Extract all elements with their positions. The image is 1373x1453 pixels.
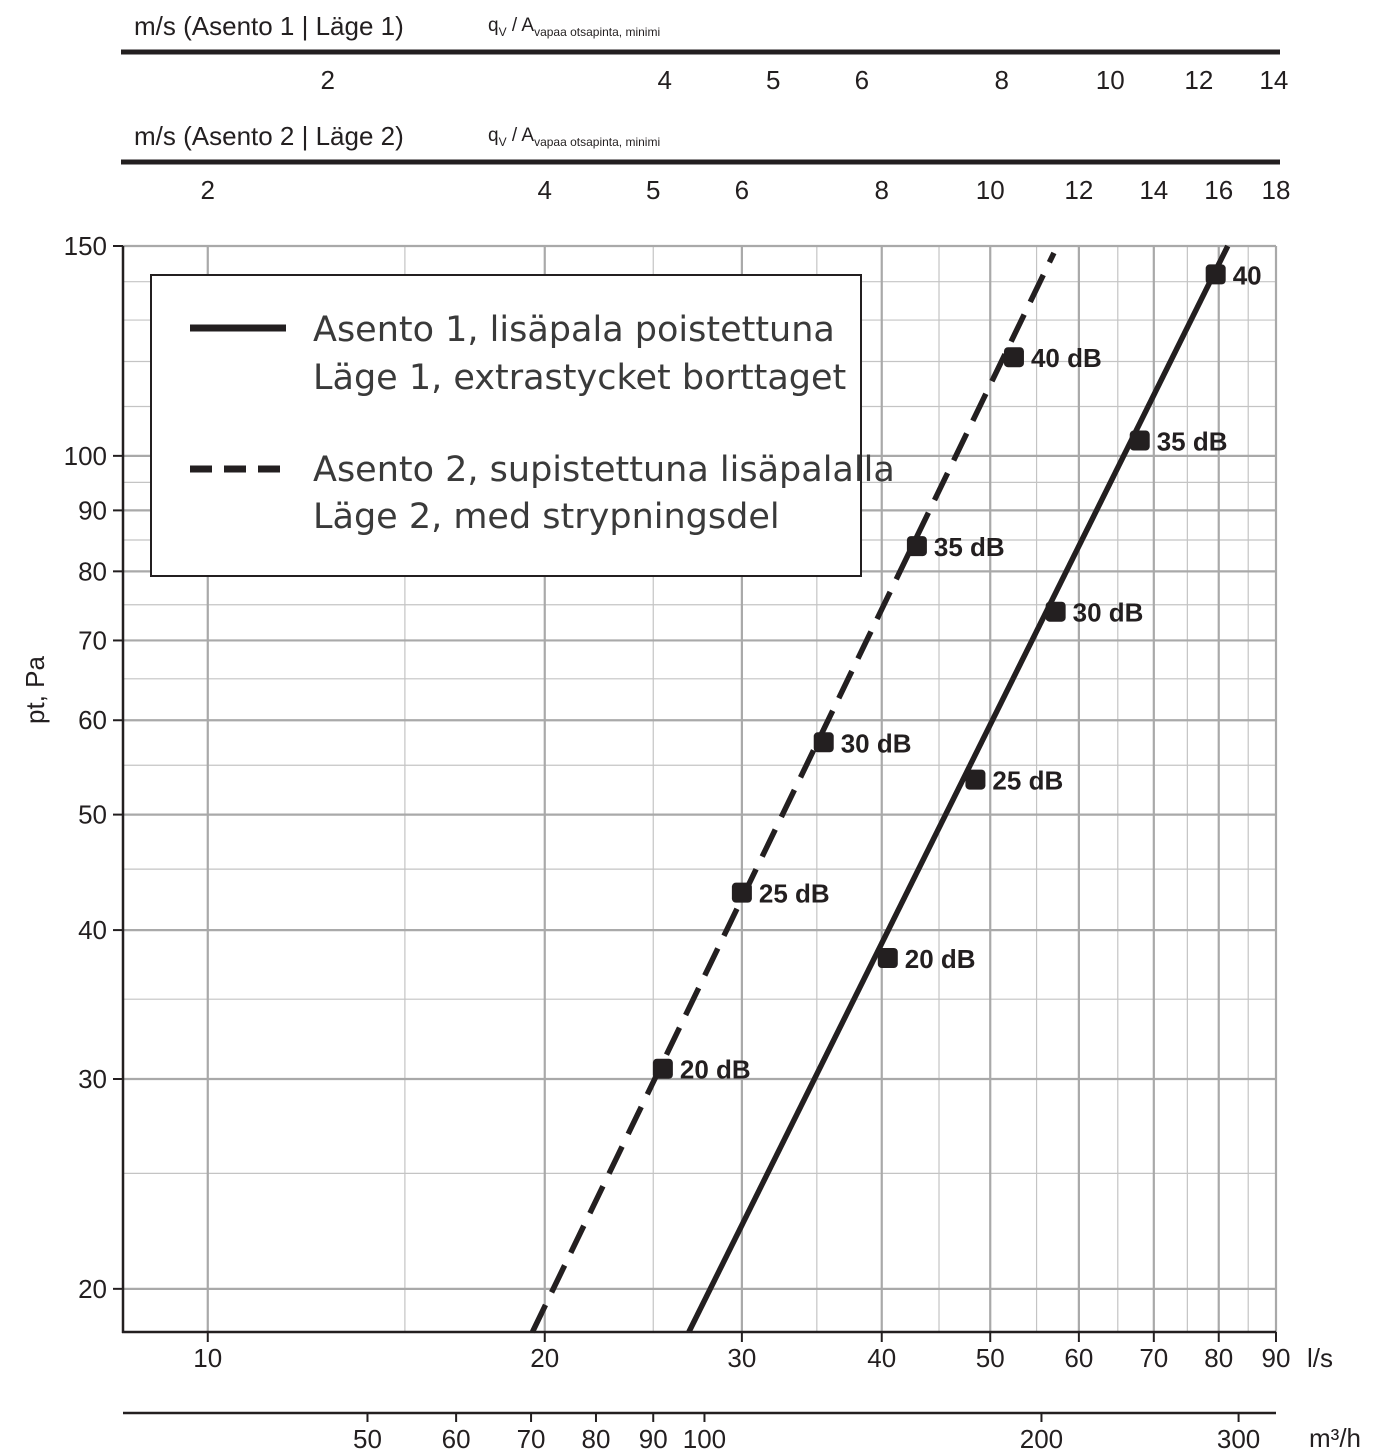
m3h-tick-label: 60 (442, 1424, 471, 1453)
db-marker-label: 35 dB (1157, 427, 1228, 457)
m3h-unit-text: m³/h (1309, 1423, 1361, 1453)
db-marker-label: 25 dB (759, 879, 830, 909)
velocity-tick-label: 5 (646, 175, 660, 205)
db-marker-label: 40 (1233, 260, 1262, 290)
db-marker (813, 732, 834, 753)
y-tick-label: 30 (78, 1064, 107, 1094)
m3h-tick-label: 100 (683, 1424, 726, 1453)
velocity-tick-label: 4 (658, 65, 672, 95)
legend-series-2-line-1: Asento 2, supistettuna lisäpalalla (313, 450, 895, 490)
m3h-tick-label: 200 (1020, 1424, 1063, 1453)
formula-q: q (488, 15, 499, 36)
x-tick-label: 30 (727, 1343, 756, 1373)
db-marker-label: 30 dB (841, 728, 912, 758)
formula-q-subscript: V (499, 135, 507, 149)
x-tick-label: 90 (1262, 1343, 1291, 1373)
db-marker-label: 25 dB (992, 766, 1063, 796)
velocity-tick-label: 6 (735, 175, 749, 205)
velocity-tick-label: 18 (1262, 175, 1291, 205)
velocity-tick-label: 12 (1064, 175, 1093, 205)
db-marker-label: 20 dB (905, 944, 976, 974)
velocity-tick-label: 14 (1139, 175, 1168, 205)
y-tick-label: 60 (78, 705, 107, 735)
legend-series-2-line-2: Läge 2, med strypningsdel (313, 497, 780, 537)
db-marker-label: 35 dB (934, 532, 1005, 562)
velocity-tick-label: 10 (976, 175, 1005, 205)
m3h-tick-label: 300 (1217, 1424, 1260, 1453)
velocity-axis-formula: qV / Avapaa otsapinta, minimi (488, 15, 660, 39)
db-marker (965, 769, 986, 790)
formula-area-subscript: vapaa otsapinta, minimi (534, 25, 660, 39)
x-tick-label: 60 (1064, 1343, 1093, 1373)
velocity-tick-label: 14 (1259, 65, 1288, 95)
velocity-axes: m/s (Asento 1 | Läge 1) qV / Avapaa otsap… (121, 11, 1290, 205)
db-marker (731, 882, 752, 903)
flow-axes: 50 60 70 80 90 100 200 300 (123, 1411, 1276, 1453)
y-tick-label: 100 (64, 441, 107, 471)
formula-q-subscript: V (499, 25, 507, 39)
velocity-tick-label: 2 (201, 175, 215, 205)
legend: Asento 1, lisäpala poistettuna Läge 1, e… (150, 274, 895, 577)
series-1-solid-line (686, 244, 1231, 1334)
velocity-tick-label: 2 (321, 65, 335, 95)
m3h-tick-label: 70 (517, 1424, 546, 1453)
velocity-tick-label: 6 (855, 65, 869, 95)
velocity-tick-label: 5 (766, 65, 780, 95)
db-marker (652, 1058, 673, 1079)
y-axis-label: pt, Pa (20, 655, 50, 723)
db-marker (877, 948, 898, 969)
y-tick-label: 20 (78, 1274, 107, 1304)
x-tick-label: 10 (193, 1343, 222, 1373)
y-tick-label: 70 (78, 625, 107, 655)
velocity-tick-label: 4 (538, 175, 552, 205)
m3h-axis-unit-label: m³/h (1309, 1423, 1361, 1453)
db-marker-label: 30 dB (1073, 598, 1144, 628)
formula-area-subscript: vapaa otsapinta, minimi (534, 135, 660, 149)
grid (123, 244, 1278, 1332)
velocity-axis-title: m/s (Asento 1 | Läge 1) (134, 11, 404, 41)
series-2-dashed-line (529, 251, 1057, 1334)
db-marker-label: 40 dB (1031, 343, 1102, 373)
x-tick-label: 40 (867, 1343, 896, 1373)
formula-q: q (488, 125, 499, 146)
db-marker-label: 20 dB (680, 1055, 751, 1085)
x-axis-unit-label: l/s (1307, 1343, 1333, 1373)
m3h-tick-label: 50 (353, 1424, 382, 1453)
y-tick-label: 40 (78, 915, 107, 945)
plot-frame: 20 30 40 50 60 70 80 90 100 150 10 20 30 40 50 60 70 80 90 (64, 231, 1291, 1373)
m3h-tick-label: 80 (582, 1424, 611, 1453)
legend-series-1-line-1: Asento 1, lisäpala poistettuna (313, 310, 835, 350)
formula-separator: / A (507, 15, 535, 36)
velocity-tick-label: 12 (1184, 65, 1213, 95)
db-marker (1129, 430, 1150, 451)
db-marker (1045, 601, 1066, 622)
velocity-tick-label: 16 (1204, 175, 1233, 205)
y-tick-label: 80 (78, 556, 107, 586)
x-tick-label: 50 (976, 1343, 1005, 1373)
x-tick-label: 20 (530, 1343, 559, 1373)
velocity-axis-title: m/s (Asento 2 | Läge 2) (134, 121, 404, 151)
db-marker (1205, 264, 1226, 285)
legend-series-1-line-2: Läge 1, extrastycket borttaget (313, 358, 846, 398)
db-marker (1003, 347, 1024, 368)
y-tick-label: 150 (64, 231, 107, 261)
series-group: 20 dB 25 dB 30 dB 35 dB 40 20 dB 25 dB 30 dB 35 … (529, 244, 1262, 1334)
formula-separator: / A (507, 125, 535, 146)
velocity-tick-label: 10 (1096, 65, 1125, 95)
y-tick-label: 50 (78, 800, 107, 830)
x-tick-label: 80 (1204, 1343, 1233, 1373)
velocity-tick-label: 8 (995, 65, 1009, 95)
y-tick-label: 90 (78, 495, 107, 525)
velocity-tick-label: 8 (875, 175, 889, 205)
velocity-axis-formula: qV / Avapaa otsapinta, minimi (488, 125, 660, 149)
x-tick-label: 70 (1139, 1343, 1168, 1373)
db-marker (906, 536, 927, 557)
m3h-tick-label: 90 (639, 1424, 668, 1453)
